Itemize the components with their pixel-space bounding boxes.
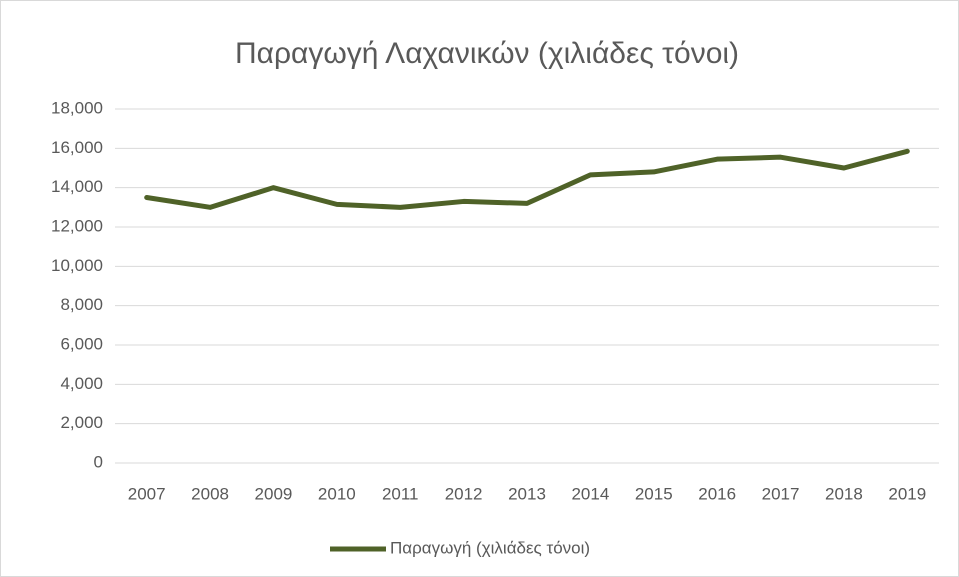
x-tick-label: 2010 — [318, 484, 356, 503]
x-tick-label: 2012 — [445, 484, 483, 503]
x-tick-label: 2008 — [191, 484, 229, 503]
x-tick-label: 2013 — [508, 484, 546, 503]
y-tick-label: 0 — [94, 452, 103, 471]
y-tick-label: 12,000 — [51, 216, 103, 235]
y-tick-label: 8,000 — [60, 295, 103, 314]
x-tick-label: 2016 — [698, 484, 736, 503]
y-tick-label: 2,000 — [60, 413, 103, 432]
x-tick-label: 2009 — [255, 484, 293, 503]
x-tick-label: 2014 — [571, 484, 609, 503]
x-tick-label: 2018 — [825, 484, 863, 503]
y-tick-label: 14,000 — [51, 177, 103, 196]
y-tick-label: 10,000 — [51, 256, 103, 275]
chart-title: Παραγωγή Λαχανικών (χιλιάδες τόνοι) — [235, 37, 739, 70]
x-tick-label: 2017 — [762, 484, 800, 503]
y-tick-label: 16,000 — [51, 138, 103, 157]
y-tick-label: 6,000 — [60, 334, 103, 353]
data-line — [144, 148, 910, 210]
x-tick-label: 2019 — [888, 484, 926, 503]
y-tick-label: 18,000 — [51, 98, 103, 117]
legend-label: Παραγωγή (χιλιάδες τόνοι) — [390, 538, 590, 557]
x-tick-label: 2011 — [382, 484, 419, 503]
x-tick-label: 2007 — [128, 484, 166, 503]
y-tick-label: 4,000 — [60, 374, 103, 393]
x-tick-label: 2015 — [635, 484, 673, 503]
